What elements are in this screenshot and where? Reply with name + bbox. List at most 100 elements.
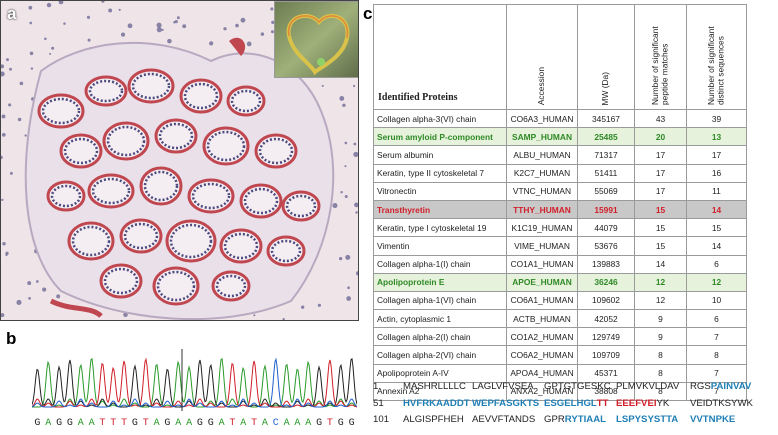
protein-name: Annexin A2: [373, 381, 507, 402]
distinct-sequences-cell: 15: [686, 218, 747, 238]
mw-cell: 38808: [577, 381, 635, 402]
peptide-matches-cell: 43: [634, 108, 687, 129]
base-call: A: [294, 418, 300, 429]
sequence-position: 51: [373, 397, 384, 409]
accession-cell: CO1A2_HUMAN: [506, 327, 578, 347]
distinct-sequences-cell: 7: [686, 381, 747, 402]
protein-name: Serum amyloid P-component: [373, 127, 507, 147]
peptide-matches-cell: 20: [634, 127, 687, 147]
base-call: G: [56, 418, 62, 429]
distinct-sequences-cell: 6: [686, 309, 747, 329]
sequence-segment: RGS: [690, 381, 711, 392]
mw-cell: 55069: [577, 181, 635, 201]
table-row: Apolipoprotein A-IV APOA4_HUMAN 45371 8 7: [373, 363, 747, 383]
base-call: G: [67, 418, 73, 429]
mw-cell: 15991: [577, 199, 635, 220]
base-call: G: [197, 418, 203, 429]
peptide-matches-cell: 17: [634, 181, 687, 201]
peptide-matches-cell: 12: [634, 272, 687, 292]
accession-cell: ACTB_HUMAN: [506, 309, 578, 329]
distinct-sequences-cell: 14: [686, 199, 747, 220]
sequence-block: VEIDTKSYWK: [690, 396, 764, 413]
table-row: Serum amyloid P-component SAMP_HUMAN 25485…: [373, 127, 747, 147]
sequence-segment: HVFRKAADDT: [403, 397, 470, 409]
header-distinct-sequences: Number of significant distinct sequences: [686, 4, 747, 110]
protein-name: Transthyretin: [373, 199, 507, 220]
histology-image: [0, 0, 359, 321]
sequence-block: ESGELHGLTT: [544, 396, 616, 413]
distinct-sequences-cell: 16: [686, 163, 747, 183]
table-header-row: Identified Proteins Accession MW (Da) Nu…: [373, 4, 747, 110]
peptide-matches-cell: 8: [634, 381, 687, 402]
peptide-matches-cell: 15: [634, 236, 687, 256]
distinct-sequences-cell: 13: [686, 127, 747, 147]
peptide-matches-cell: 15: [634, 218, 687, 238]
sequence-block: EEEFVEIYK: [616, 396, 690, 413]
table-row: Collagen alpha-2(VI) chain CO6A2_HUMAN 109…: [373, 345, 747, 365]
sequence-block: GPTGTGESKC: [544, 379, 616, 396]
sequence-block: RGSPAINVAV: [690, 379, 764, 396]
base-call: T: [121, 418, 127, 429]
sequence-block: GPRRYTIAAL: [544, 412, 616, 429]
sequence-segment: VVTNPKE: [690, 414, 736, 425]
panel-label-a: a: [7, 4, 17, 23]
table-row: Apolipoprotein E APOE_HUMAN 36246 12 12: [373, 272, 747, 292]
protein-name: Collagen alpha-2(I) chain: [373, 327, 507, 347]
base-call: G: [132, 418, 138, 429]
base-call: A: [78, 418, 84, 429]
distinct-sequences-cell: 17: [686, 145, 747, 165]
protein-name: Keratin, type II cytoskeletal 7: [373, 163, 507, 183]
sequence-segment: MASHRLLLLC: [403, 381, 466, 392]
protein-name: Collagen alpha-1(I) chain: [373, 254, 507, 274]
protein-name: Apolipoprotein E: [373, 272, 507, 292]
peptide-matches-cell: 14: [634, 254, 687, 274]
base-call: A: [154, 418, 160, 429]
base-call: A: [305, 418, 311, 429]
peptide-matches-cell: 17: [634, 145, 687, 165]
protein-name: Vitronectin: [373, 181, 507, 201]
distinct-sequences-cell: 7: [686, 363, 747, 383]
table-row: Collagen alpha-1(I) chain CO1A1_HUMAN 1398…: [373, 254, 747, 274]
base-call: C: [273, 418, 279, 429]
sequence-block: MASHRLLLLC: [403, 379, 472, 396]
accession-cell: ALBU_HUMAN: [506, 145, 578, 165]
distinct-sequences-cell: 7: [686, 327, 747, 347]
accession-cell: K1C19_HUMAN: [506, 218, 578, 238]
accession-cell: K2C7_HUMAN: [506, 163, 578, 183]
sequence-segment: GPTGTGESKC: [544, 381, 611, 392]
header-mw: MW (Da): [577, 4, 635, 110]
sequence-segment: AEVVFTANDS: [472, 414, 536, 425]
table-row: Collagen alpha-1(VI) chain CO6A1_HUMAN 109…: [373, 290, 747, 311]
base-call: A: [240, 418, 246, 429]
base-call: A: [186, 418, 192, 429]
table-row: Keratin, type I cytoskeletal 19 K1C19_HUM…: [373, 218, 747, 238]
sequence-segment: PAINVAV: [710, 381, 752, 392]
mw-cell: 51411: [577, 163, 635, 183]
identified-proteins-table: Identified Proteins Accession MW (Da) Nu…: [373, 4, 747, 402]
trace-a: [32, 357, 357, 408]
base-call: A: [45, 418, 51, 429]
sequence-block: VVTNPKE: [690, 412, 764, 429]
base-call: T: [143, 418, 149, 429]
header-identified-proteins: Identified Proteins: [373, 4, 507, 110]
base-call: T: [251, 418, 257, 429]
base-call: T: [229, 418, 235, 429]
protein-name: Collagen alpha-3(VI) chain: [373, 108, 507, 129]
mw-cell: 129749: [577, 327, 635, 347]
base-call: A: [219, 418, 225, 429]
sequence-segment: YK: [656, 397, 670, 409]
sequence-segment: GPR: [544, 414, 565, 425]
sequence-segment: LAGLVFVSEA: [472, 381, 534, 392]
base-call: T: [327, 418, 333, 429]
protein-name: Collagen alpha-2(VI) chain: [373, 345, 507, 365]
sequence-block: WEPFASGKTS: [472, 396, 544, 413]
table-row: Vitronectin VTNC_HUMAN 55069 17 11: [373, 181, 747, 201]
sequence-segment: VEIDTKSYWK: [690, 397, 753, 409]
mw-cell: 25485: [577, 127, 635, 147]
sequence-block: PLMVKVLDAV: [616, 379, 690, 396]
sequence-segment: EEEFVEI: [616, 397, 657, 409]
accession-cell: CO6A2_HUMAN: [506, 345, 578, 365]
panel-label-c: c: [363, 4, 373, 23]
base-call: G: [208, 418, 214, 429]
table-row: Serum albumin ALBU_HUMAN 71317 17 17: [373, 145, 747, 165]
